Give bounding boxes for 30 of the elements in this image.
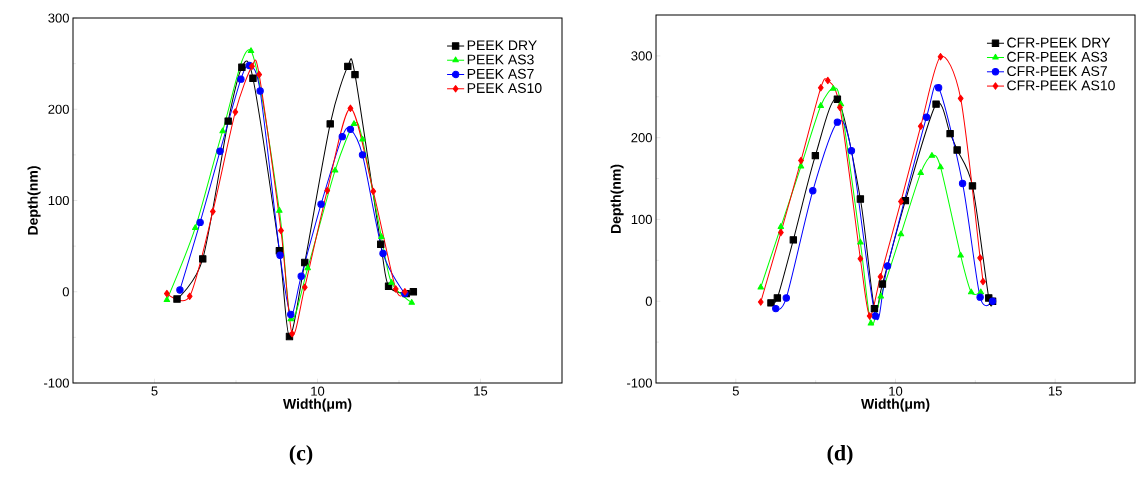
x-tick-label: 10 — [889, 386, 903, 396]
y-tick-label: 0 — [62, 287, 69, 297]
x-tick-label: 5 — [151, 386, 158, 396]
legend-label: PEEK AS3 — [467, 54, 534, 65]
x-tick-label: 15 — [474, 386, 488, 396]
y-tick-label: 200 — [631, 133, 652, 143]
y-tick-label: -100 — [627, 378, 652, 388]
x-tick-label: 15 — [1048, 386, 1062, 396]
y-tick-label: 100 — [48, 195, 69, 206]
y-tick-label: 300 — [48, 13, 69, 23]
y-axis-title: Depth(nm) — [27, 166, 41, 235]
y-tick-label: 200 — [48, 104, 69, 114]
text: (d) — [827, 445, 853, 465]
legend-label: CFR-PEEK AS3 — [1007, 51, 1108, 62]
x-tick-label: 5 — [732, 386, 739, 396]
y-tick-label: 0 — [645, 296, 652, 306]
x-tick-label: 10 — [311, 386, 325, 396]
y-tick-label: 300 — [631, 51, 652, 61]
legend-label: CFR-PEEK AS10 — [1007, 80, 1115, 91]
y-tick-label: -100 — [44, 378, 69, 388]
legend-label: CFR-PEEK AS7 — [1007, 66, 1107, 77]
legend-label: CFR-PEEK DRY — [1007, 37, 1111, 48]
legend-label: PEEK DRY — [467, 40, 537, 51]
legend-label: PEEK AS7 — [467, 68, 534, 79]
y-axis-title: Depth(nm) — [610, 164, 624, 234]
x-axis-title: Width(μm) — [282, 398, 352, 412]
y-tick-label: 100 — [631, 214, 652, 225]
legend-label: PEEK AS10 — [467, 83, 542, 94]
x-axis-title: Width(μm) — [860, 398, 930, 412]
text: (c) — [289, 445, 313, 465]
